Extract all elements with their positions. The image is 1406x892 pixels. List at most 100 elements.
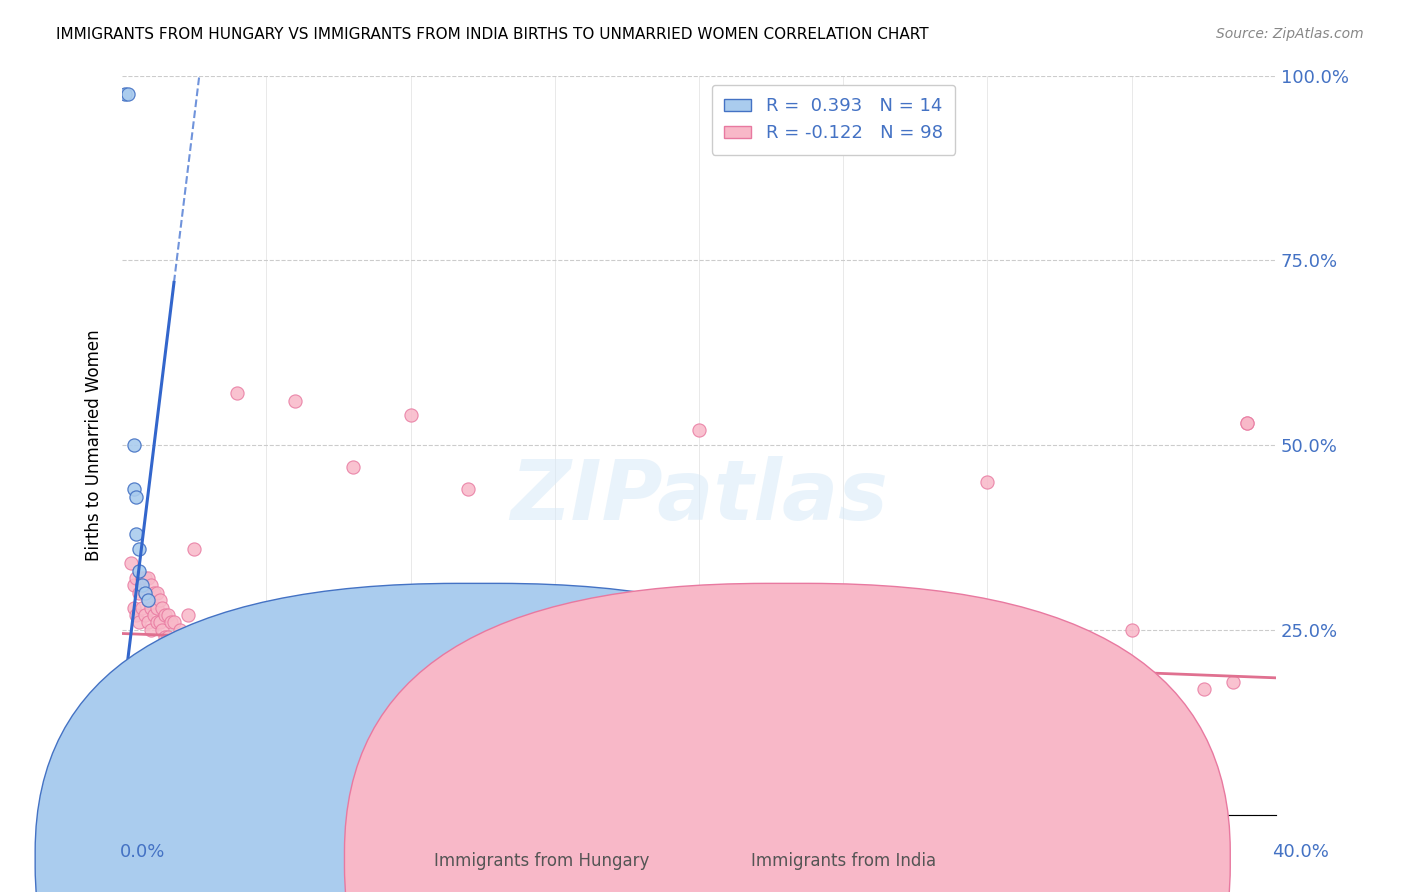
Point xyxy=(134,571,156,585)
Point xyxy=(136,593,159,607)
Point xyxy=(131,578,153,592)
Point xyxy=(128,586,150,600)
Point xyxy=(284,393,307,408)
Point xyxy=(136,615,159,630)
Point xyxy=(139,600,162,615)
Point xyxy=(125,526,148,541)
Point xyxy=(148,615,170,630)
Point xyxy=(673,681,696,696)
Point xyxy=(644,674,666,689)
Point xyxy=(122,578,145,592)
Point xyxy=(976,475,998,489)
Point xyxy=(918,674,941,689)
Point xyxy=(688,423,710,437)
Point xyxy=(134,586,156,600)
Point xyxy=(174,630,197,644)
Point xyxy=(207,652,229,666)
Point xyxy=(342,460,364,475)
Point xyxy=(139,578,162,592)
Point xyxy=(226,652,249,666)
Point xyxy=(131,600,153,615)
Point xyxy=(122,483,145,497)
Point xyxy=(136,571,159,585)
Point xyxy=(215,645,238,659)
Point xyxy=(572,623,595,637)
Point xyxy=(284,652,307,666)
Point xyxy=(177,607,200,622)
Point xyxy=(221,659,243,673)
Point xyxy=(148,593,170,607)
Point xyxy=(1236,416,1258,430)
Point xyxy=(136,593,159,607)
Point xyxy=(157,607,180,622)
Point xyxy=(702,674,724,689)
Point xyxy=(876,681,898,696)
Point xyxy=(160,615,183,630)
Point xyxy=(226,386,249,401)
Point xyxy=(134,586,156,600)
Point xyxy=(212,659,235,673)
Point xyxy=(1091,674,1114,689)
Text: Immigrants from Hungary: Immigrants from Hungary xyxy=(433,852,650,870)
Point xyxy=(128,564,150,578)
Point xyxy=(128,615,150,630)
Point xyxy=(745,681,768,696)
Point xyxy=(515,674,537,689)
Point xyxy=(183,541,205,556)
Point xyxy=(142,607,165,622)
Point xyxy=(166,638,188,652)
Point xyxy=(114,87,136,101)
Point xyxy=(558,674,581,689)
Point xyxy=(145,645,167,659)
Point xyxy=(1192,681,1215,696)
Point xyxy=(191,652,214,666)
Point xyxy=(125,607,148,622)
Point xyxy=(298,667,321,681)
Point xyxy=(188,630,211,644)
Point xyxy=(370,667,392,681)
Point xyxy=(125,490,148,504)
Text: 40.0%: 40.0% xyxy=(1272,843,1329,861)
Point xyxy=(486,667,509,681)
Point xyxy=(120,556,142,570)
Point xyxy=(457,667,479,681)
Point xyxy=(145,615,167,630)
Point xyxy=(139,623,162,637)
Point xyxy=(186,711,208,725)
Point xyxy=(145,600,167,615)
Point xyxy=(152,600,174,615)
Point xyxy=(122,438,145,452)
Point xyxy=(131,571,153,585)
Point xyxy=(1121,623,1143,637)
Point xyxy=(789,674,811,689)
Point xyxy=(586,674,609,689)
Point xyxy=(1121,674,1143,689)
Point xyxy=(145,586,167,600)
Point xyxy=(356,659,378,673)
Point xyxy=(172,645,194,659)
Point xyxy=(128,541,150,556)
Legend: R =  0.393   N = 14, R = -0.122   N = 98: R = 0.393 N = 14, R = -0.122 N = 98 xyxy=(711,85,955,155)
Point xyxy=(200,645,222,659)
Text: Immigrants from India: Immigrants from India xyxy=(751,852,936,870)
Point xyxy=(142,586,165,600)
Point xyxy=(197,630,219,644)
Point xyxy=(117,87,139,101)
Point xyxy=(157,630,180,644)
Point xyxy=(832,681,855,696)
Point xyxy=(1005,674,1028,689)
Point xyxy=(180,645,202,659)
Point xyxy=(1049,681,1071,696)
Point xyxy=(399,409,422,423)
Point xyxy=(160,638,183,652)
Point xyxy=(134,607,156,622)
Point xyxy=(962,681,984,696)
Point xyxy=(163,615,186,630)
Point xyxy=(155,607,177,622)
Point xyxy=(249,659,271,673)
Point xyxy=(152,623,174,637)
Point xyxy=(342,667,364,681)
Point xyxy=(312,659,335,673)
Point xyxy=(427,659,450,673)
Point xyxy=(155,630,177,644)
